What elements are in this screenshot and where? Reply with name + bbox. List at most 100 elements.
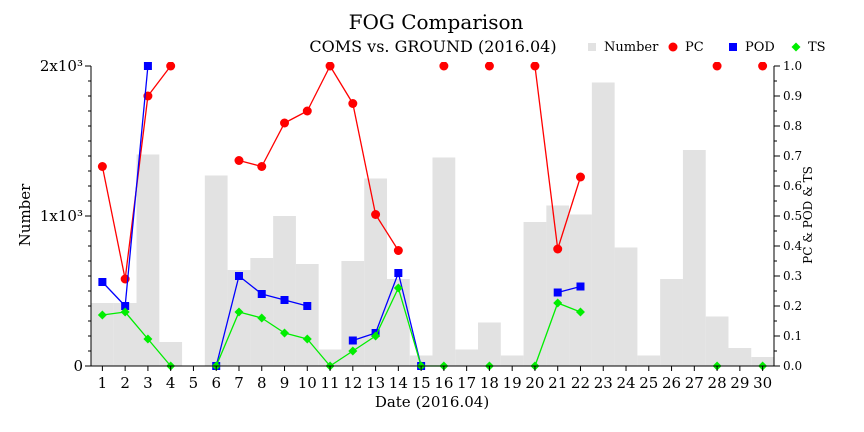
- legend-marker-ts: [791, 42, 801, 52]
- pod-point-3: [143, 62, 152, 70]
- bar-series-number: [91, 82, 774, 366]
- bar-25: [637, 355, 661, 366]
- pc-point-7: [234, 156, 244, 165]
- x-tick-label-23: 23: [594, 374, 613, 392]
- x-tick-label-6: 6: [211, 374, 221, 392]
- ts-segment: [215, 311, 240, 367]
- pc-point-18: [484, 62, 494, 71]
- pod-point-12: [348, 336, 357, 345]
- x-tick-label-24: 24: [616, 374, 635, 392]
- pod-point-7: [234, 272, 243, 280]
- y-right-tick-label: 0.8: [783, 119, 802, 133]
- y-left-tick-label: 1x10³: [40, 207, 83, 225]
- x-tick-label-12: 12: [343, 374, 362, 392]
- ts-segment: [261, 317, 285, 334]
- bar-17: [455, 349, 479, 366]
- bar-19: [500, 355, 524, 366]
- bar-27: [682, 150, 706, 366]
- bar-6: [204, 175, 228, 366]
- x-tick-label-5: 5: [189, 374, 199, 392]
- pc-point-4: [166, 62, 176, 71]
- pod-point-2: [121, 302, 130, 310]
- ts-segment: [147, 338, 172, 367]
- pc-point-11: [325, 62, 335, 71]
- x-tick-label-17: 17: [457, 374, 476, 392]
- x-tick-label-4: 4: [166, 374, 176, 392]
- ts-point-10: [302, 334, 312, 344]
- y-right-tick-label: 0.3: [783, 269, 802, 283]
- x-tick-label-2: 2: [120, 374, 130, 392]
- pc-segment: [329, 65, 354, 104]
- bar-28: [705, 316, 729, 366]
- bar-7: [227, 270, 251, 366]
- x-tick-label-19: 19: [503, 374, 522, 392]
- bar-3: [136, 154, 160, 366]
- pc-point-21: [553, 244, 563, 254]
- bar-20: [523, 222, 547, 366]
- y-left-tick-label: 2x10³: [40, 57, 83, 75]
- ts-point-1: [97, 310, 107, 320]
- x-tick-label-27: 27: [685, 374, 704, 392]
- pod-segment: [124, 65, 149, 307]
- ts-segment: [124, 311, 149, 340]
- x-tick-label-26: 26: [662, 374, 681, 392]
- pc-point-20: [530, 62, 540, 71]
- ts-point-9: [280, 328, 290, 338]
- x-tick-label-21: 21: [548, 374, 567, 392]
- y-right-tick-label: 0.1: [783, 329, 802, 343]
- y-right-tick-label: 0.0: [783, 359, 802, 373]
- pc-point-12: [348, 99, 358, 108]
- ts-segment: [306, 338, 331, 367]
- x-tick-label-16: 16: [434, 374, 453, 392]
- x-tick-label-14: 14: [389, 374, 408, 392]
- pod-point-22: [576, 282, 585, 291]
- pod-point-1: [98, 278, 107, 286]
- line-series-group: [97, 62, 768, 370]
- x-tick-label-1: 1: [98, 374, 108, 392]
- x-tick-label-9: 9: [280, 374, 290, 392]
- x-tick-label-7: 7: [234, 374, 244, 392]
- x-tick-label-30: 30: [753, 374, 772, 392]
- bar-1: [91, 303, 114, 366]
- ts-segment: [397, 287, 422, 367]
- legend-marker-number: [588, 43, 596, 51]
- y-right-tick-label: 0.6: [783, 179, 802, 193]
- ts-point-7: [234, 307, 244, 317]
- bar-18: [478, 322, 501, 366]
- pc-segment: [375, 214, 399, 251]
- bar-24: [614, 247, 638, 366]
- bar-9: [273, 216, 296, 366]
- ts-point-22: [575, 307, 585, 317]
- bar-30: [751, 357, 774, 366]
- x-tick-label-13: 13: [366, 374, 385, 392]
- ts-point-13: [371, 331, 381, 341]
- x-axis-label: Date (2016.04): [375, 393, 489, 411]
- chart-title: FOG Comparison: [349, 10, 524, 34]
- pc-point-1: [97, 162, 107, 171]
- y-right-tick-label: 0.5: [783, 209, 802, 223]
- pc-point-14: [393, 246, 403, 255]
- ts-segment: [534, 302, 559, 367]
- bar-12: [341, 261, 365, 366]
- x-tick-label-22: 22: [571, 374, 590, 392]
- y-axis-right-label: PC & POD & TS: [801, 166, 815, 264]
- y-right-tick-label: 0.4: [783, 239, 802, 253]
- pod-point-8: [257, 290, 266, 298]
- bar-10: [295, 264, 319, 366]
- ts-point-12: [348, 346, 358, 356]
- y-left-tick-label: 0: [73, 357, 83, 375]
- ts-point-8: [257, 313, 267, 323]
- legend-marker-pod: [729, 43, 737, 51]
- ts-point-3: [143, 334, 153, 344]
- pc-point-22: [575, 172, 585, 182]
- chart-subtitle: COMS vs. GROUND (2016.04): [309, 37, 556, 56]
- pod-segment: [374, 272, 399, 334]
- x-tick-label-25: 25: [639, 374, 658, 392]
- ts-segment: [284, 332, 308, 340]
- legend-label-ts: TS: [808, 40, 826, 55]
- pc-point-16: [439, 62, 449, 71]
- ts-segment: [352, 335, 376, 352]
- pc-point-8: [257, 162, 267, 171]
- legend-marker-pc: [668, 42, 678, 52]
- pc-point-13: [371, 210, 381, 219]
